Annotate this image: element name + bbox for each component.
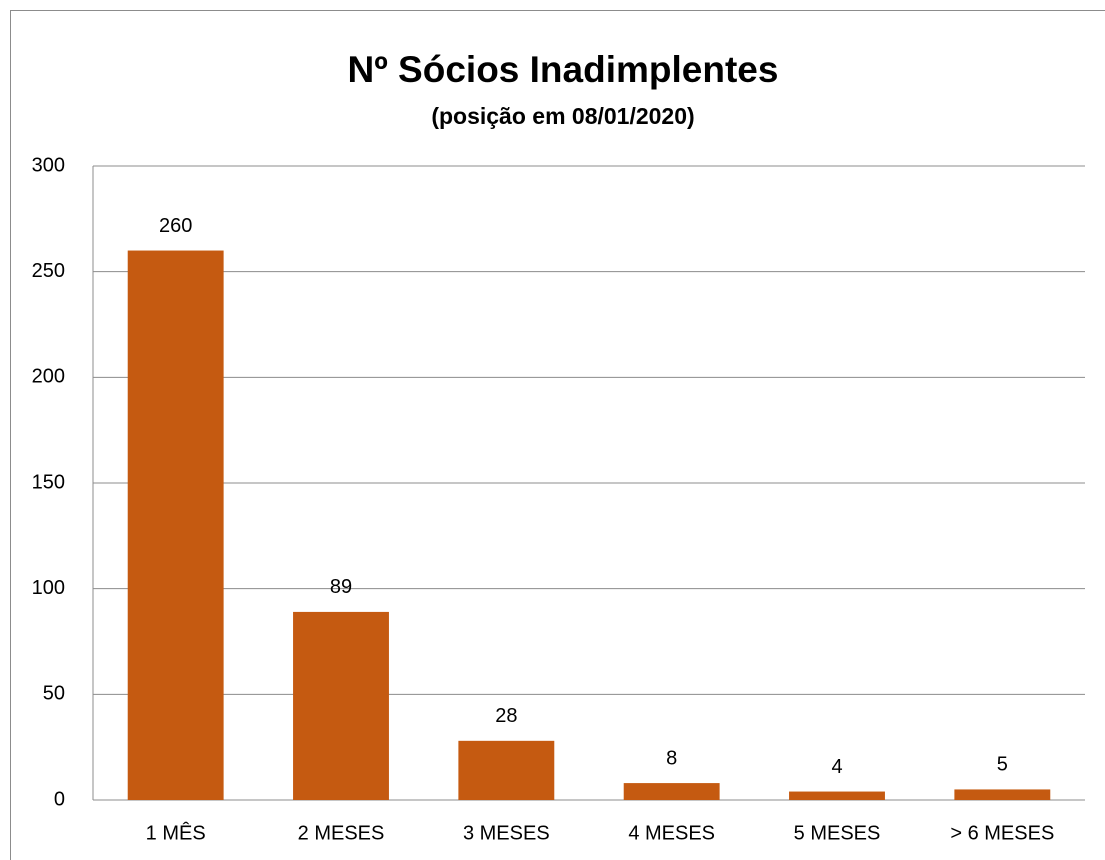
data-label: 5 (997, 754, 1008, 776)
bar (127, 250, 224, 801)
y-tick-label: 100 (32, 577, 65, 599)
bar (623, 783, 720, 800)
y-tick-label: 200 (32, 366, 65, 388)
data-label: 260 (159, 215, 192, 237)
x-tick-label: 3 MESES (463, 822, 550, 844)
x-tick-label: 4 MESES (628, 822, 715, 844)
x-tick-label: 1 MÊS (146, 821, 206, 844)
chart-subtitle: (posição em 08/01/2020) (431, 103, 694, 129)
bar (789, 791, 885, 800)
bar (954, 789, 1051, 800)
x-tick-label: 2 MESES (298, 822, 385, 844)
x-tick-label: > 6 MESES (950, 822, 1054, 844)
data-label: 4 (831, 756, 842, 778)
y-tick-label: 50 (43, 683, 65, 705)
bar (458, 740, 555, 800)
y-tick-label: 0 (54, 788, 65, 810)
data-label: 8 (666, 747, 677, 769)
chart-title: Nº Sócios Inadimplentes (348, 49, 779, 90)
y-tick-label: 300 (32, 154, 65, 176)
x-tick-label: 5 MESES (794, 822, 881, 844)
y-tick-label: 150 (32, 471, 65, 493)
y-tick-label: 250 (32, 260, 65, 282)
data-label: 89 (330, 576, 352, 598)
bar (293, 611, 389, 800)
data-label: 28 (495, 705, 517, 727)
